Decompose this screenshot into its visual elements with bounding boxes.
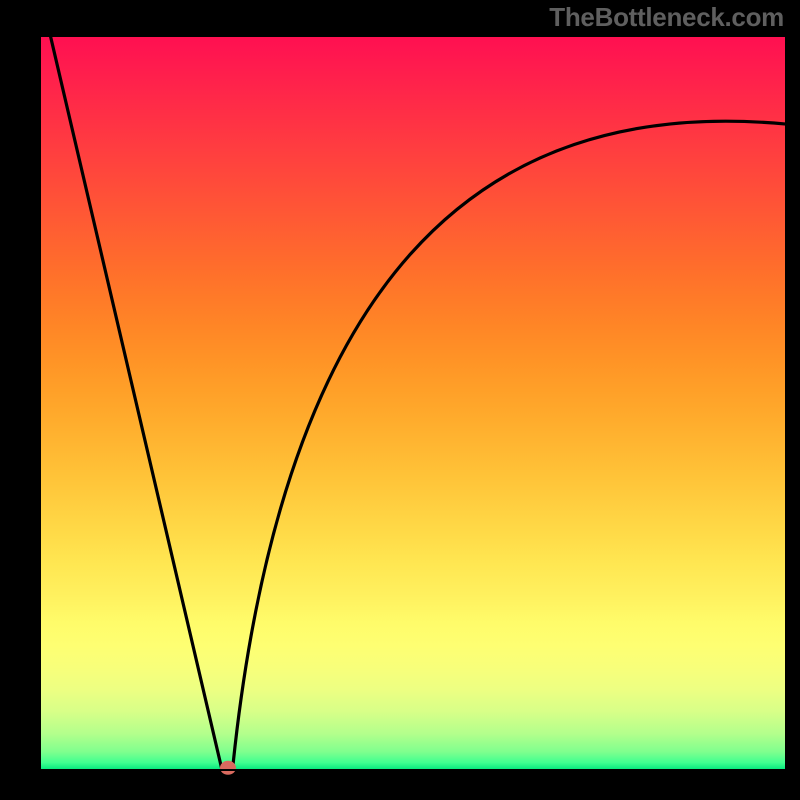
- chart-svg: [0, 0, 800, 800]
- chart-container: TheBottleneck.com: [0, 0, 800, 800]
- plot-area: [40, 36, 786, 770]
- minimum-marker: [220, 761, 236, 775]
- watermark-text: TheBottleneck.com: [549, 2, 784, 33]
